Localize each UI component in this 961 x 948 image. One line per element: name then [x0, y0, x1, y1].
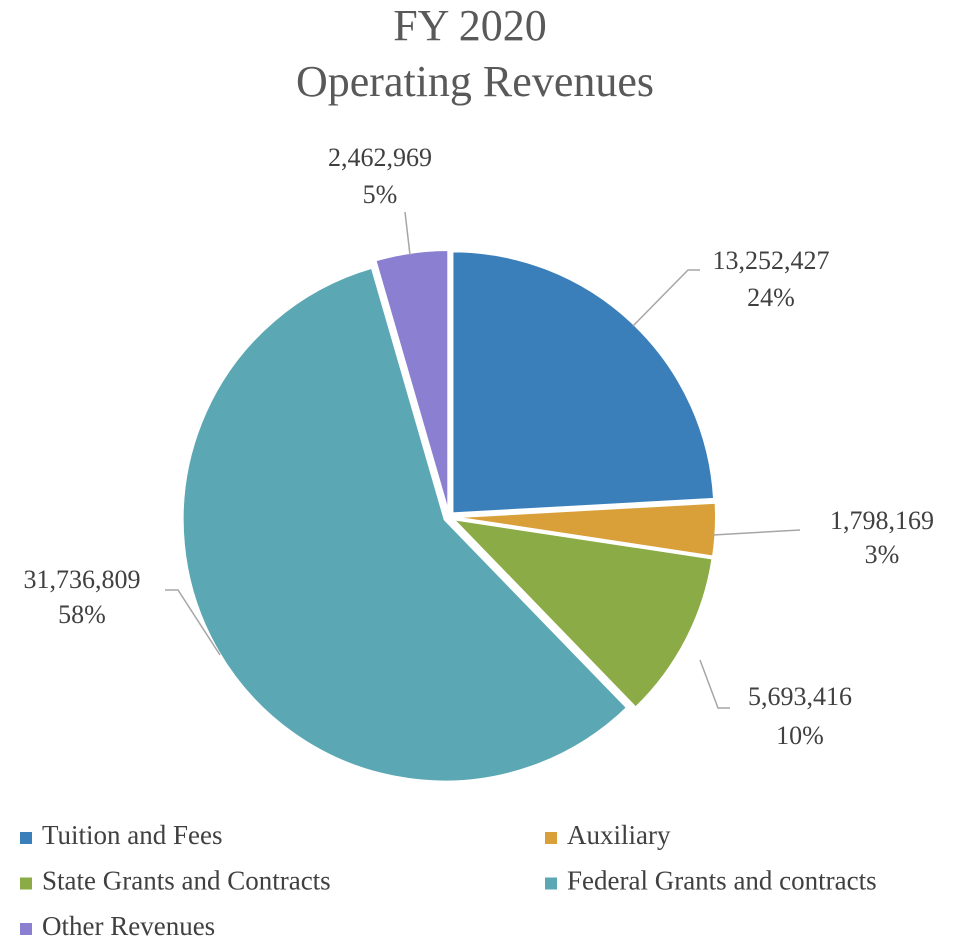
legend-label: State Grants and Contracts — [42, 866, 331, 896]
chart-title: FY 2020 — [393, 1, 547, 50]
data-label: 2,462,969 — [328, 143, 432, 172]
leader-line — [699, 659, 730, 709]
data-label: 1,798,169 — [830, 506, 934, 535]
legend-label: Tuition and Fees — [42, 820, 223, 850]
data-label: 5% — [363, 180, 398, 209]
leader-line — [712, 529, 801, 536]
leader-line — [404, 211, 411, 256]
legend-swatch — [545, 832, 557, 844]
legend-swatch — [545, 877, 557, 890]
legend-swatch — [20, 923, 32, 935]
pie-slice — [451, 250, 716, 515]
leader-line — [632, 269, 700, 327]
data-label: 3% — [865, 540, 900, 569]
data-label: 24% — [747, 283, 795, 312]
pie-slice — [450, 517, 714, 709]
legend-swatch — [20, 877, 32, 890]
pie-slice — [374, 249, 450, 513]
pie-slice — [453, 501, 717, 558]
leader-line — [165, 589, 221, 656]
legend-label: Auxiliary — [567, 820, 671, 850]
legend-label: Other Revenues — [42, 911, 215, 941]
data-label: 31,736,809 — [24, 565, 141, 594]
data-label: 58% — [58, 600, 106, 629]
legend-label: Federal Grants and contracts — [567, 866, 877, 896]
chart-title: Operating Revenues — [296, 57, 654, 106]
data-label: 5,693,416 — [748, 682, 852, 711]
legend-swatch — [20, 832, 32, 844]
data-label: 10% — [776, 721, 824, 750]
data-label: 13,252,427 — [713, 246, 830, 275]
